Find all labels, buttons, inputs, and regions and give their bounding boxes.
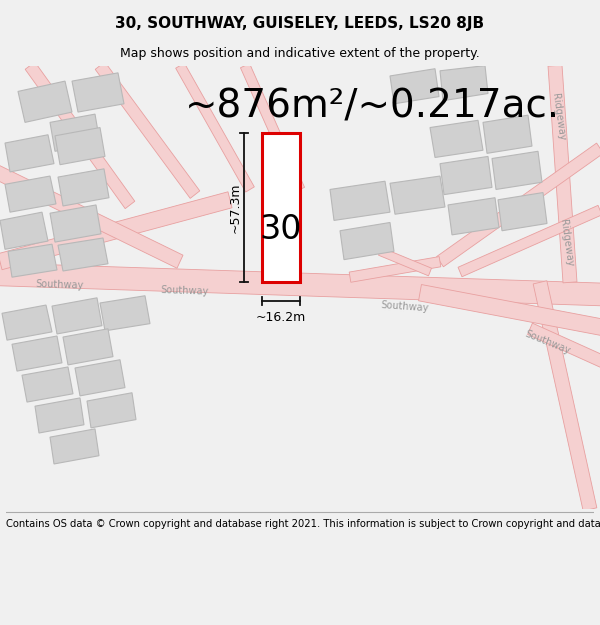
Polygon shape (379, 248, 431, 276)
Polygon shape (0, 192, 232, 270)
Polygon shape (458, 206, 600, 277)
Text: Ridgeway: Ridgeway (550, 93, 566, 141)
Polygon shape (58, 169, 109, 206)
Polygon shape (5, 176, 56, 212)
Polygon shape (483, 115, 532, 153)
Text: Southway: Southway (161, 285, 209, 296)
Polygon shape (95, 62, 200, 198)
Text: Southway: Southway (380, 301, 430, 314)
Polygon shape (349, 257, 441, 282)
Polygon shape (22, 367, 73, 402)
Polygon shape (440, 66, 488, 101)
Polygon shape (419, 284, 600, 337)
Polygon shape (440, 156, 492, 194)
Bar (262, 132, 300, 282)
Polygon shape (50, 114, 100, 151)
Polygon shape (63, 329, 113, 365)
Polygon shape (55, 127, 105, 165)
Text: Southway: Southway (524, 329, 572, 356)
Polygon shape (35, 398, 84, 433)
Text: Contains OS data © Crown copyright and database right 2021. This information is : Contains OS data © Crown copyright and d… (6, 519, 600, 529)
Polygon shape (241, 64, 305, 192)
Text: Southway: Southway (36, 279, 84, 290)
Polygon shape (2, 305, 52, 340)
Polygon shape (330, 181, 390, 221)
Polygon shape (0, 262, 600, 306)
Polygon shape (176, 63, 254, 192)
Polygon shape (527, 323, 600, 371)
Text: ~57.3m: ~57.3m (229, 182, 241, 232)
Polygon shape (448, 198, 499, 235)
Polygon shape (390, 69, 439, 104)
Polygon shape (58, 238, 108, 271)
Polygon shape (5, 135, 54, 172)
Polygon shape (533, 281, 597, 511)
Polygon shape (25, 62, 135, 209)
Text: 30, SOUTHWAY, GUISELEY, LEEDS, LS20 8JB: 30, SOUTHWAY, GUISELEY, LEEDS, LS20 8JB (115, 16, 485, 31)
Polygon shape (498, 192, 547, 231)
Polygon shape (87, 392, 136, 428)
Text: ~876m²/~0.217ac.: ~876m²/~0.217ac. (185, 88, 560, 126)
Polygon shape (52, 298, 102, 334)
Text: 30: 30 (260, 214, 302, 246)
Text: Map shows position and indicative extent of the property.: Map shows position and indicative extent… (120, 48, 480, 60)
Polygon shape (50, 205, 101, 242)
Polygon shape (437, 143, 600, 267)
Polygon shape (8, 244, 57, 277)
Polygon shape (548, 65, 577, 283)
Polygon shape (12, 336, 62, 371)
Polygon shape (0, 162, 183, 268)
Polygon shape (430, 121, 483, 158)
Polygon shape (340, 222, 394, 259)
Text: Ridgeway: Ridgeway (558, 219, 574, 268)
Polygon shape (18, 81, 72, 122)
Polygon shape (390, 176, 445, 214)
Polygon shape (492, 151, 542, 189)
Polygon shape (75, 360, 125, 396)
Polygon shape (50, 429, 99, 464)
Polygon shape (100, 296, 150, 331)
Polygon shape (72, 73, 124, 112)
Text: ~16.2m: ~16.2m (256, 311, 306, 324)
Polygon shape (0, 212, 48, 249)
